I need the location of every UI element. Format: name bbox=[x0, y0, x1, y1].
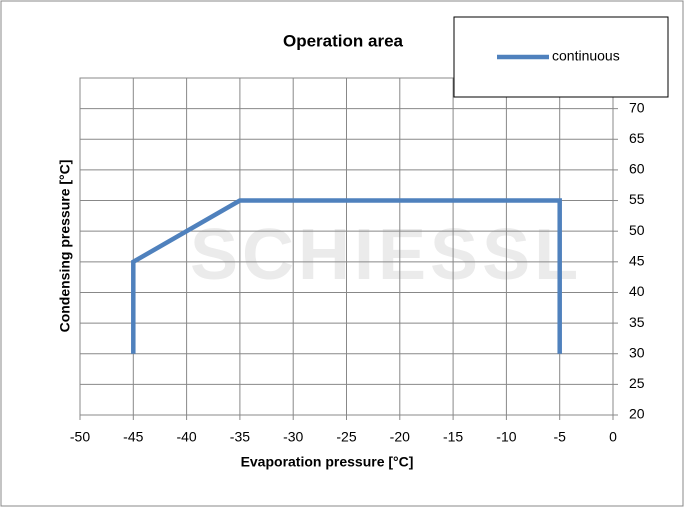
y-tick-label: 50 bbox=[629, 222, 645, 238]
x-tick-label: 0 bbox=[609, 429, 617, 445]
y-tick-label: 70 bbox=[629, 99, 645, 115]
chart-title: Operation area bbox=[283, 31, 404, 50]
x-tick-label: -15 bbox=[443, 429, 463, 445]
x-tick-label: -40 bbox=[176, 429, 196, 445]
y-tick-label: 30 bbox=[629, 344, 645, 360]
x-tick-label: -20 bbox=[390, 429, 410, 445]
y-axis-label: Condensing pressure [°C] bbox=[57, 160, 73, 333]
y-tick-label: 65 bbox=[629, 130, 645, 146]
y-tick-label: 20 bbox=[629, 406, 645, 422]
x-tick-label: -5 bbox=[553, 429, 566, 445]
x-tick-label: -50 bbox=[70, 429, 90, 445]
y-tick-label: 45 bbox=[629, 253, 645, 269]
watermark: SCHIESSL bbox=[190, 215, 582, 295]
x-tick-label: -25 bbox=[336, 429, 356, 445]
legend-label: continuous bbox=[552, 48, 620, 64]
x-tick-label: -45 bbox=[123, 429, 143, 445]
x-tick-label: -30 bbox=[283, 429, 303, 445]
x-axis-label: Evaporation pressure [°C] bbox=[241, 454, 414, 470]
y-tick-label: 25 bbox=[629, 375, 645, 391]
y-tick-label: 35 bbox=[629, 314, 645, 330]
series-line bbox=[131, 198, 562, 354]
y-tick-label: 60 bbox=[629, 161, 645, 177]
x-tick-label: -10 bbox=[496, 429, 516, 445]
x-tick-label: -35 bbox=[230, 429, 250, 445]
legend-box bbox=[453, 16, 669, 98]
y-tick-label: 40 bbox=[629, 283, 645, 299]
y-tick-label: 55 bbox=[629, 191, 645, 207]
